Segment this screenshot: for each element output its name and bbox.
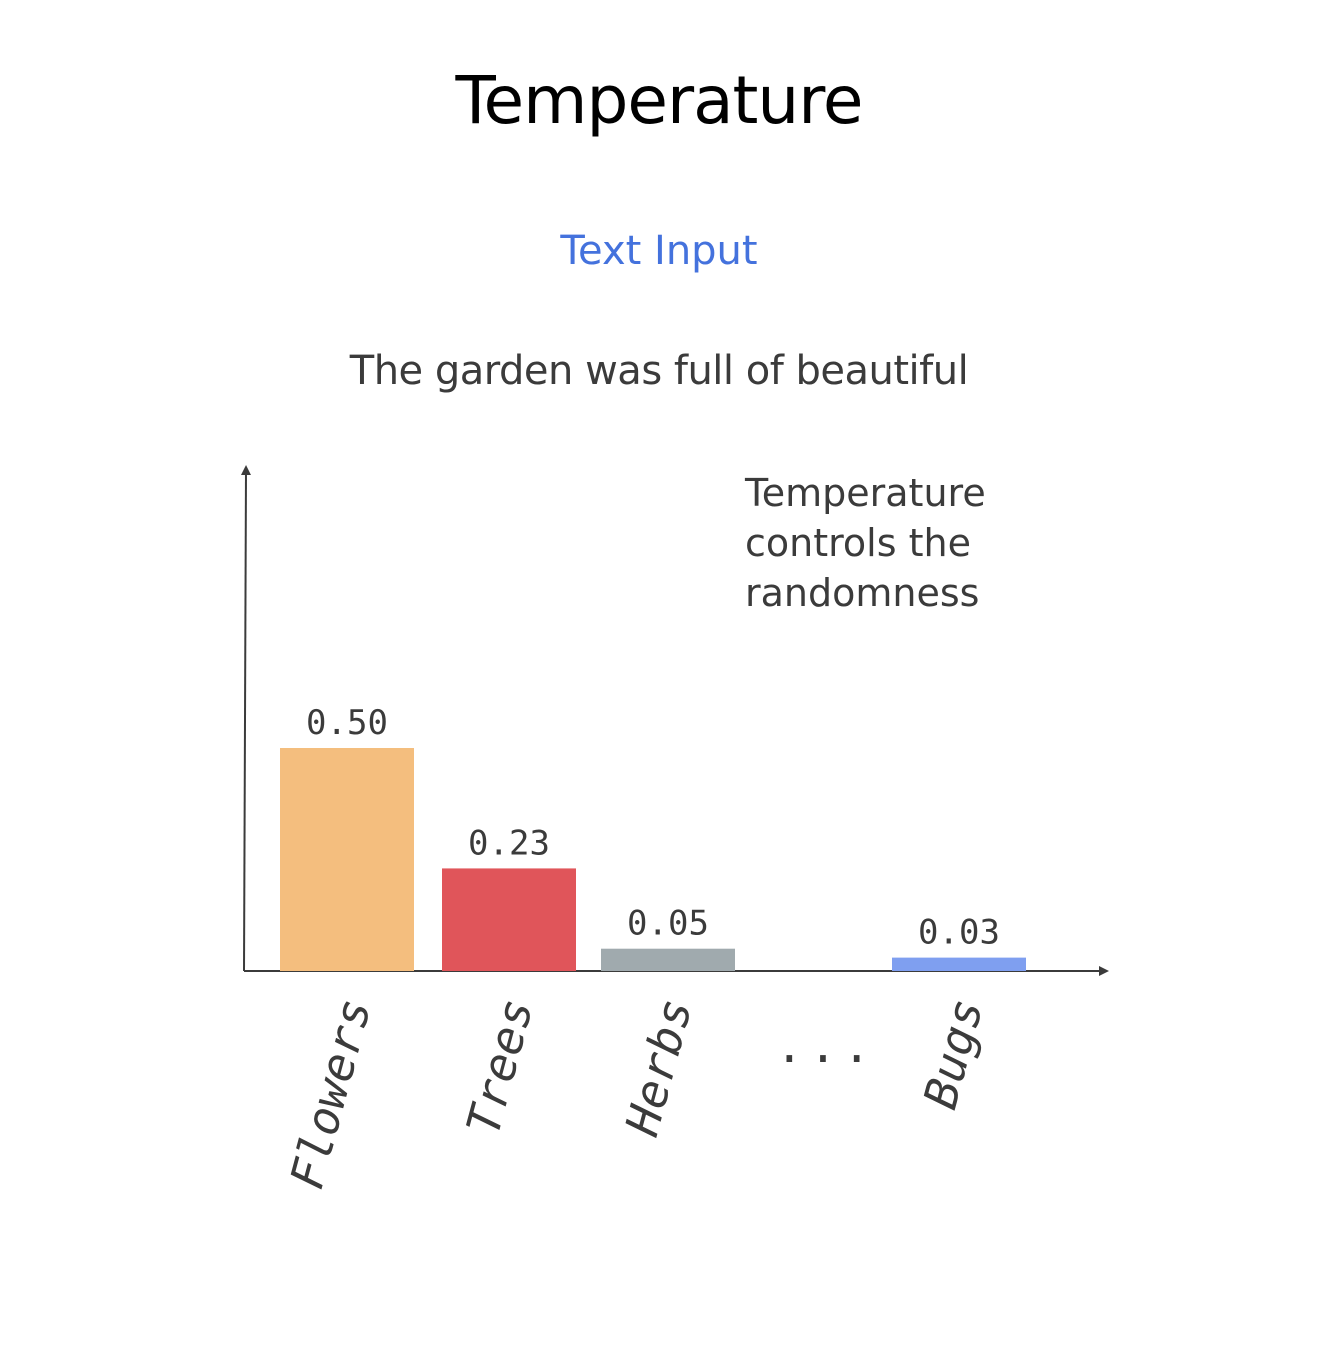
value-label-flowers: 0.50: [306, 703, 388, 743]
y-axis: [240, 465, 251, 972]
bar-herbs: [601, 948, 735, 971]
category-label-ellipsis: ...: [775, 1019, 876, 1073]
category-label-flowers: Flowers: [279, 993, 381, 1194]
bar-flowers: [280, 748, 414, 971]
page-title: Temperature: [455, 62, 863, 139]
annotation-note: Temperature controls the randomness: [745, 471, 986, 615]
value-labels-group: 0.50 0.23 0.05 0.03: [306, 703, 1000, 953]
category-label-trees: Trees: [456, 993, 544, 1141]
category-label-bugs: Bugs: [913, 993, 994, 1114]
value-label-trees: 0.23: [468, 823, 550, 863]
category-label-herbs: Herbs: [614, 993, 702, 1142]
prompt-text: The garden was full of beautiful: [349, 348, 969, 394]
bar-trees: [442, 868, 576, 971]
value-label-bugs: 0.03: [918, 913, 1000, 953]
section-label: Text Input: [560, 228, 758, 274]
bars-group: [280, 748, 1026, 971]
value-label-herbs: 0.05: [627, 904, 709, 944]
category-labels-group: Flowers Trees Herbs... Bugs: [279, 993, 993, 1194]
bar-bugs: [892, 957, 1026, 971]
